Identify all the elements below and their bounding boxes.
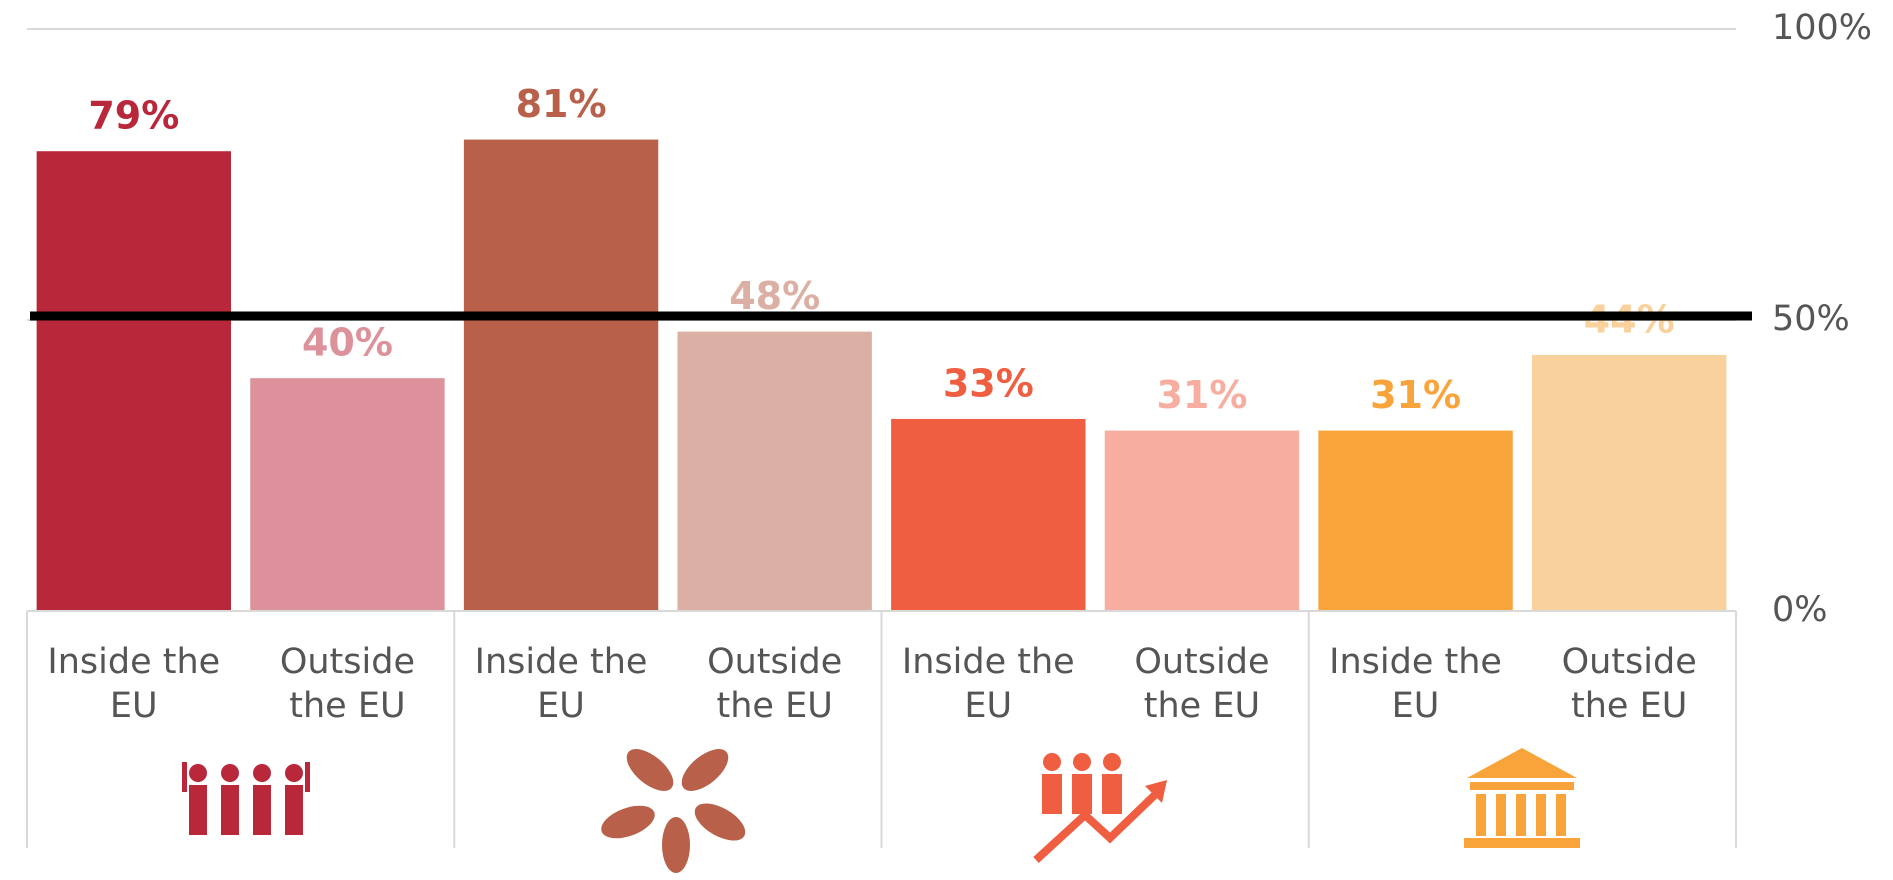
bar [1531, 354, 1727, 611]
icons [182, 748, 1580, 873]
y-tick-label: 0% [1772, 590, 1828, 630]
bar [1318, 430, 1513, 611]
x-tick-label: Inside the EU [47, 642, 221, 726]
value-label: 31% [1156, 373, 1247, 417]
x-tick-label: Outside the EU [279, 642, 415, 726]
institution-icon [1464, 748, 1580, 848]
value-label: 31% [1370, 373, 1461, 417]
y-tick-label: 50% [1772, 299, 1850, 339]
y-tick-label: 100% [1772, 8, 1872, 48]
bar [1104, 430, 1300, 611]
value-label: 33% [943, 361, 1034, 405]
x-tick-label: Inside the EU [901, 642, 1075, 726]
value-label: 81% [516, 82, 607, 126]
value-label: 79% [88, 94, 179, 138]
x-tick-label: Inside the EU [1329, 642, 1502, 726]
bar [36, 151, 232, 611]
hands-icon [601, 749, 746, 873]
x-tick-label: Outside the EU [1561, 642, 1697, 726]
bar [677, 331, 872, 611]
x-tick-label: Outside the EU [707, 642, 843, 726]
bar [250, 378, 445, 611]
growth-icon [1033, 753, 1167, 863]
bar [463, 139, 659, 611]
people-icon [182, 762, 310, 835]
value-label: 40% [302, 321, 393, 365]
x-tick-label: Outside the EU [1134, 642, 1270, 726]
bar [891, 418, 1086, 611]
value-label: 48% [729, 274, 820, 318]
x-tick-label: Inside the EU [474, 642, 648, 726]
